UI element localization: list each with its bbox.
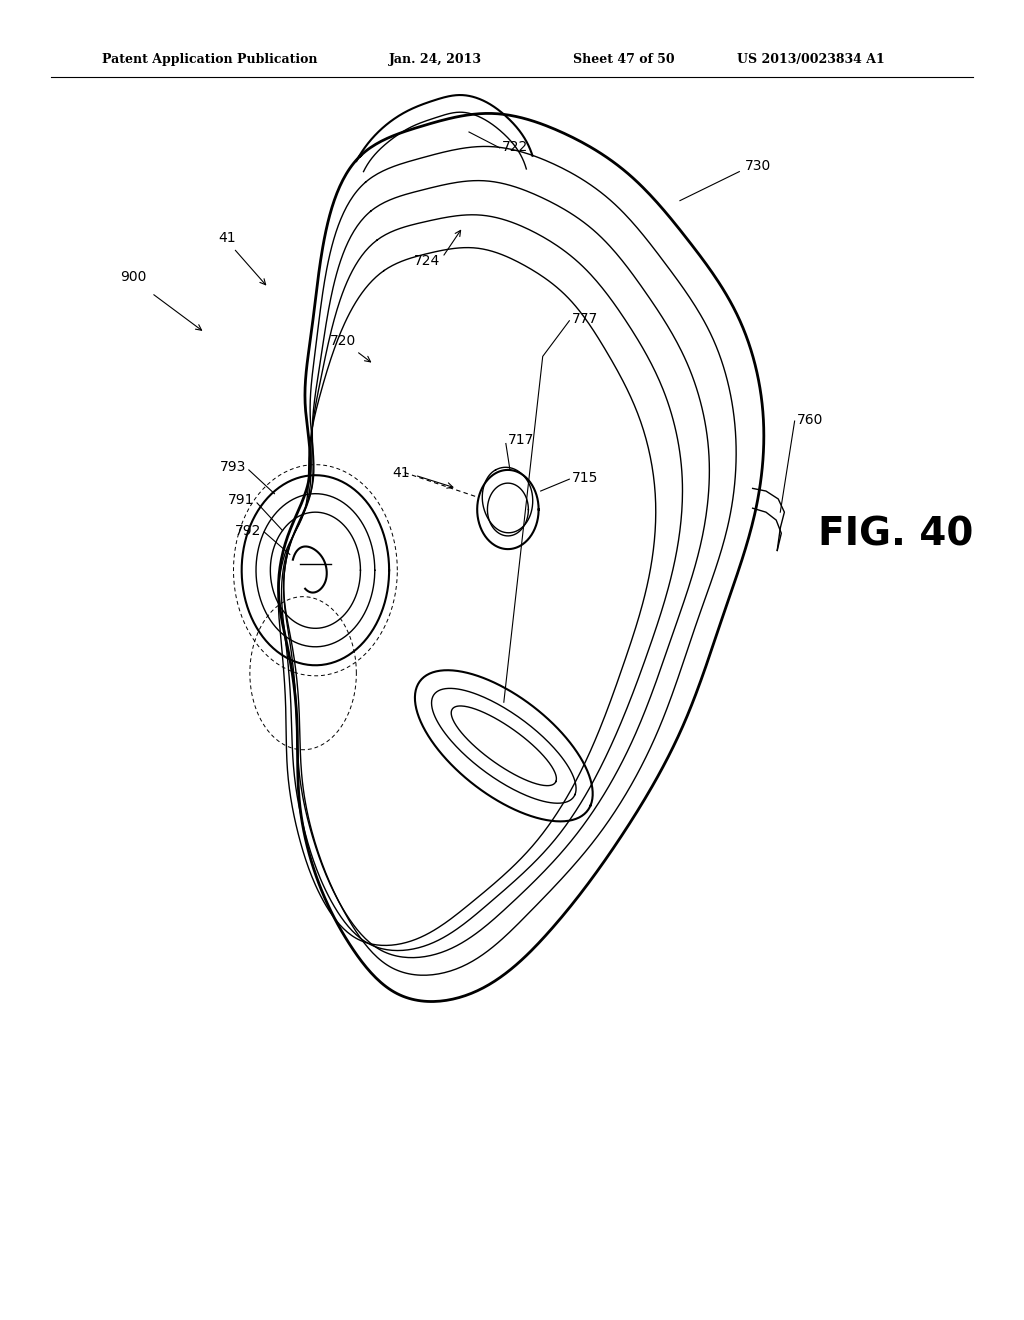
- Text: 720: 720: [330, 334, 356, 347]
- Text: Patent Application Publication: Patent Application Publication: [102, 53, 317, 66]
- Text: 724: 724: [414, 255, 440, 268]
- Text: 900: 900: [120, 271, 146, 284]
- Text: 793: 793: [219, 461, 246, 474]
- Text: 792: 792: [234, 524, 261, 537]
- Text: US 2013/0023834 A1: US 2013/0023834 A1: [737, 53, 885, 66]
- Text: 41: 41: [392, 466, 411, 479]
- Text: 760: 760: [797, 413, 823, 426]
- Text: 730: 730: [744, 160, 771, 173]
- Text: 41: 41: [218, 231, 237, 244]
- Text: 777: 777: [571, 313, 598, 326]
- Text: Sheet 47 of 50: Sheet 47 of 50: [573, 53, 675, 66]
- Text: 717: 717: [508, 433, 535, 446]
- Text: FIG. 40: FIG. 40: [818, 516, 974, 553]
- Text: 715: 715: [571, 471, 598, 484]
- Text: 791: 791: [227, 494, 254, 507]
- Text: Jan. 24, 2013: Jan. 24, 2013: [389, 53, 482, 66]
- Text: 722: 722: [502, 140, 528, 153]
